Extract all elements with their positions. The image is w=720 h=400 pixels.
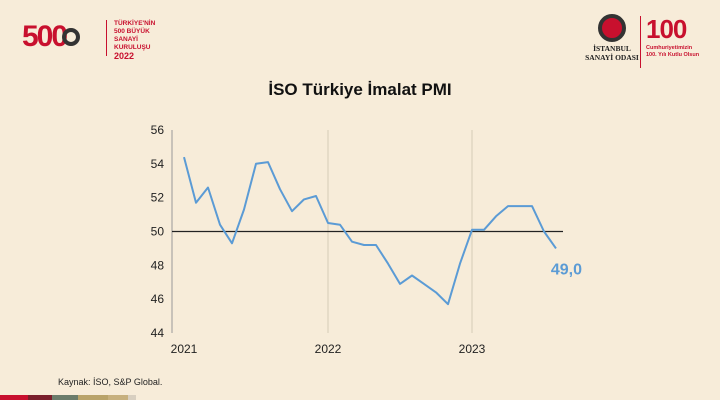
data-point <box>362 243 366 247</box>
logo-500-buyuk-sanayi: 500 TÜRKİYE'NİN 500 BÜYÜK SANAYİ KURULUŞ… <box>22 14 155 61</box>
data-point <box>242 208 246 212</box>
data-point <box>338 223 342 227</box>
footer-strip-segment <box>28 395 52 400</box>
iso-logo: İSTANBUL SANAYİ ODASI <box>584 14 640 70</box>
y-tick-label: 56 <box>151 123 165 137</box>
logo-500-caption-line: TÜRKİYE'NİN <box>114 20 156 27</box>
footer-strip-segment <box>128 395 136 400</box>
data-point <box>554 246 558 250</box>
gear-icon <box>598 14 626 42</box>
data-point <box>506 204 510 208</box>
data-point <box>194 201 198 205</box>
pmi-series-line <box>183 156 557 306</box>
y-tick-label: 48 <box>151 258 165 272</box>
data-point <box>290 209 294 213</box>
centennial-logo-text: 100 <box>646 14 687 44</box>
end-value-label: 49,0 <box>551 261 582 278</box>
x-tick-label: 2022 <box>315 342 342 356</box>
data-point <box>206 186 210 190</box>
y-tick-label: 44 <box>151 326 165 340</box>
data-point <box>254 162 258 166</box>
data-point <box>278 187 282 191</box>
data-point <box>218 223 222 227</box>
y-tick-label: 54 <box>151 157 165 171</box>
iso-logo-caption: İSTANBUL SANAYİ ODASI <box>584 44 640 62</box>
data-point <box>434 290 438 294</box>
footer-strip-segment <box>78 395 108 400</box>
data-point <box>326 221 330 225</box>
y-tick-label: 50 <box>151 225 165 239</box>
data-point <box>230 241 234 245</box>
data-point <box>374 243 378 247</box>
x-tick-label: 2021 <box>171 342 198 356</box>
data-point <box>302 197 306 201</box>
data-point <box>518 204 522 208</box>
logo-500-caption-line: 500 BÜYÜK SANAYİ <box>114 28 150 43</box>
data-point <box>494 214 498 218</box>
footer-strip-segment <box>108 395 128 400</box>
data-point <box>542 230 546 234</box>
data-point <box>422 282 426 286</box>
footer-color-strip <box>0 395 136 400</box>
footer-strip-segment <box>52 395 78 400</box>
x-tick-label: 2023 <box>459 342 486 356</box>
header-divider <box>640 16 641 68</box>
gear-icon <box>62 28 80 46</box>
centennial-logo-caption: Cumhuriyetimizin 100. Yılı Kutlu Olsun <box>646 45 716 59</box>
iso-logo-caption-line: İSTANBUL <box>593 44 631 53</box>
data-point <box>182 155 186 159</box>
data-point <box>398 282 402 286</box>
logo-500-text: 500 <box>22 20 68 53</box>
data-point <box>386 262 390 266</box>
y-tick-label: 46 <box>151 292 165 306</box>
logo-500-caption-line: KURULUŞU <box>114 44 151 51</box>
source-note: Kaynak: İSO, S&P Global. <box>58 377 163 387</box>
data-point <box>530 204 534 208</box>
logo-500-caption: TÜRKİYE'NİN 500 BÜYÜK SANAYİ KURULUŞU 20… <box>114 20 174 61</box>
logo-divider <box>106 20 107 56</box>
centennial-logo-caption-line: 100. Yılı Kutlu Olsun <box>646 52 700 58</box>
y-tick-label: 52 <box>151 191 165 205</box>
chart-title: İSO Türkiye İmalat PMI <box>268 80 452 99</box>
data-point <box>458 262 462 266</box>
data-point <box>470 228 474 232</box>
data-point <box>266 160 270 164</box>
iso-logo-caption-line: SANAYİ ODASI <box>585 53 639 62</box>
data-point <box>482 228 486 232</box>
footer-strip-segment <box>0 395 28 400</box>
data-point <box>314 194 318 198</box>
centennial-logo-caption-line: Cumhuriyetimizin <box>646 45 693 51</box>
data-point <box>350 240 354 244</box>
centennial-logo: 100 Cumhuriyetimizin 100. Yılı Kutlu Ols… <box>646 14 716 70</box>
data-point <box>446 302 450 306</box>
data-point <box>410 274 414 278</box>
logo-500-year: 2022 <box>114 51 135 61</box>
